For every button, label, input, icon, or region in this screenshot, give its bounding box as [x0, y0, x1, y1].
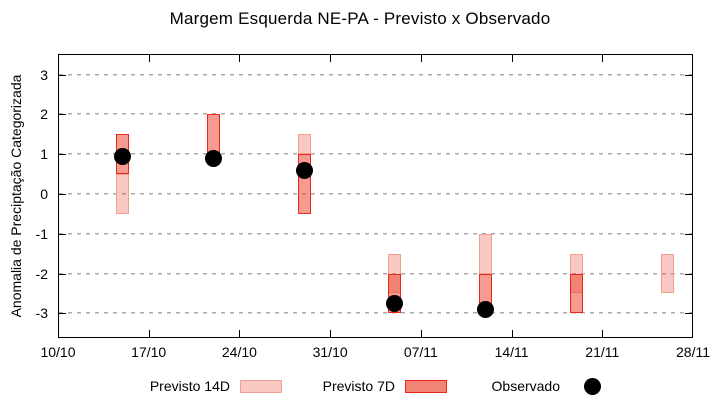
observado-point — [295, 161, 313, 179]
x-tick-mark-bottom — [420, 330, 422, 337]
x-tick-mark-top — [420, 55, 422, 62]
previsto-7d-box — [569, 273, 583, 314]
observado-point — [386, 294, 404, 312]
x-tick-label: 17/10 — [131, 344, 167, 360]
legend-label-previsto-7d: Previsto 7D — [322, 378, 395, 394]
plot-area — [58, 54, 693, 338]
y-tick-label: 3 — [40, 66, 48, 83]
x-tick-label: 31/10 — [312, 344, 348, 360]
y-tick-label: -2 — [35, 265, 48, 282]
x-tick-mark-top — [511, 55, 513, 62]
y-tick-mark-left — [59, 74, 66, 76]
x-tick-label: 24/10 — [221, 344, 257, 360]
gridline-y2 — [59, 113, 692, 116]
y-tick-mark-right — [685, 194, 692, 195]
x-tick-mark-top — [602, 55, 604, 62]
gridline-y1 — [59, 153, 692, 156]
gridline-y0 — [59, 193, 692, 195]
legend-label-observado: Observado — [491, 378, 560, 394]
y-tick-mark-left — [59, 233, 66, 235]
previsto-14d-box — [479, 233, 493, 274]
observado-point — [477, 300, 495, 318]
chart-title: Margem Esquerda NE-PA - Previsto x Obser… — [169, 9, 551, 28]
previsto-14d-box — [297, 134, 311, 155]
gridline-y-2 — [59, 272, 692, 275]
y-tick-mark-left — [59, 114, 66, 116]
y-tick-label: 2 — [40, 106, 48, 123]
y-tick-label: 1 — [40, 146, 48, 163]
legend-swatch-previsto-7d — [405, 380, 447, 393]
x-tick-label: 10/10 — [40, 344, 76, 360]
y-tick-mark-right — [685, 74, 692, 76]
y-tick-mark-right — [685, 114, 692, 116]
y-tick-label: -3 — [35, 305, 48, 322]
gridline-y-1 — [59, 232, 692, 235]
previsto-14d-box — [116, 174, 130, 214]
x-tick-mark-bottom — [330, 330, 332, 337]
previsto-14d-box — [660, 253, 674, 294]
x-tick-mark-top — [330, 55, 332, 62]
x-tick-mark-bottom — [511, 330, 513, 337]
y-tick-label: 0 — [40, 186, 48, 202]
y-tick-mark-left — [59, 273, 66, 275]
x-tick-mark-bottom — [148, 330, 150, 337]
y-tick-mark-left — [59, 313, 66, 315]
y-tick-mark-left — [59, 154, 66, 156]
y-tick-mark-right — [685, 313, 692, 315]
x-tick-label: 21/11 — [585, 344, 620, 360]
x-tick-label: 28/11 — [676, 344, 710, 360]
observado-point — [205, 149, 222, 167]
legend-marker-observado — [584, 378, 601, 395]
previsto-7d-box — [207, 114, 220, 155]
x-tick-mark-bottom — [239, 330, 241, 337]
gridline-y3 — [59, 73, 692, 76]
legend-label-previsto-14d: Previsto 14D — [149, 378, 230, 394]
legend-swatch-previsto-14d — [240, 380, 282, 393]
x-tick-mark-top — [148, 55, 150, 62]
y-tick-mark-right — [685, 273, 692, 275]
observado-point — [114, 147, 132, 165]
y-tick-mark-right — [685, 154, 692, 156]
gridline-y-3 — [59, 312, 692, 315]
x-tick-mark-bottom — [602, 330, 604, 337]
y-tick-mark-left — [59, 194, 66, 195]
x-tick-label: 07/11 — [403, 344, 438, 360]
x-tick-label: 14/11 — [494, 344, 529, 360]
y-tick-mark-right — [685, 233, 692, 235]
x-tick-mark-top — [239, 55, 241, 62]
y-tick-label: -1 — [35, 225, 48, 242]
